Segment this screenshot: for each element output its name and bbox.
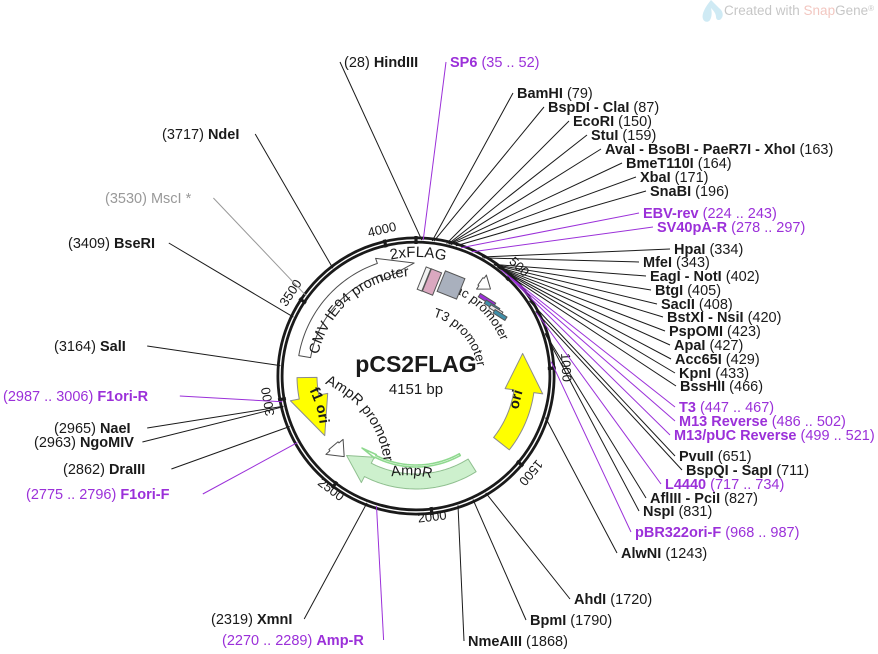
svg-text:SP6 (35 .. 52): SP6 (35 .. 52) [450, 55, 539, 71]
svg-text:(2775 .. 2796) F1ori-F: (2775 .. 2796) F1ori-F [26, 487, 170, 503]
svg-text:SV40pA-R (278 .. 297): SV40pA-R (278 .. 297) [657, 220, 805, 236]
svg-text:pCS2FLAG: pCS2FLAG [355, 351, 476, 377]
svg-text:NmeAIII (1868): NmeAIII (1868) [468, 634, 568, 650]
svg-text:(2963) NgoMIV: (2963) NgoMIV [34, 435, 134, 451]
svg-text:(3164) SalI: (3164) SalI [54, 339, 126, 355]
svg-text:(3409) BseRI: (3409) BseRI [68, 236, 155, 252]
svg-text:pBR322ori-F (968 .. 987): pBR322ori-F (968 .. 987) [635, 525, 799, 541]
svg-text:AhdI (1720): AhdI (1720) [574, 592, 652, 608]
svg-text:SnaBI (196): SnaBI (196) [650, 184, 729, 200]
svg-text:(2862) DraIII: (2862) DraIII [63, 462, 145, 478]
svg-text:(2319) XmnI: (2319) XmnI [211, 612, 292, 628]
svg-text:(3717) NdeI: (3717) NdeI [162, 127, 239, 143]
svg-text:AlwNI (1243): AlwNI (1243) [621, 546, 707, 562]
svg-text:NspI (831): NspI (831) [643, 504, 712, 520]
svg-text:Created with SnapGene®: Created with SnapGene® [724, 3, 874, 18]
svg-text:4151 bp: 4151 bp [389, 381, 443, 398]
svg-text:(2987 .. 3006) F1ori-R: (2987 .. 3006) F1ori-R [3, 389, 149, 405]
svg-text:(28) HindIII: (28) HindIII [344, 55, 418, 71]
svg-text:M13/pUC Reverse (499 .. 521): M13/pUC Reverse (499 .. 521) [674, 428, 875, 444]
svg-text:AmpR: AmpR [390, 463, 434, 482]
svg-text:BpmI (1790): BpmI (1790) [530, 613, 612, 629]
svg-text:(2270 .. 2289) Amp-R: (2270 .. 2289) Amp-R [222, 633, 364, 649]
svg-text:(3530) MscI *: (3530) MscI * [105, 191, 192, 207]
svg-text:BssHII (466): BssHII (466) [680, 379, 763, 395]
